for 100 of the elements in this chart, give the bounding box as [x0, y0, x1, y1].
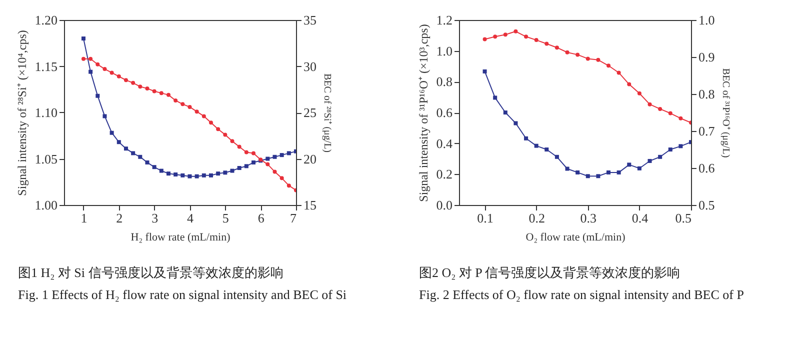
point — [131, 151, 136, 156]
point — [280, 176, 284, 180]
point — [565, 50, 570, 54]
point — [534, 144, 538, 148]
point — [286, 184, 291, 188]
y2-tick-label: 20 — [304, 151, 316, 166]
y-tick-label: 0.8 — [436, 74, 452, 90]
point — [637, 166, 642, 170]
y-tick-label: 1.20 — [34, 12, 58, 28]
point — [116, 140, 121, 144]
point — [616, 170, 621, 174]
point — [208, 173, 213, 178]
point — [544, 42, 549, 46]
point — [96, 62, 100, 66]
point — [223, 132, 228, 137]
caption: 图1 H₂ 对 Si 信号强度以及背景等效浓度的影响 — [18, 264, 284, 282]
point — [124, 146, 128, 151]
x-tick-label: 3 — [152, 210, 158, 226]
point — [102, 67, 107, 72]
point — [678, 116, 683, 120]
x-tick-label: 2 — [116, 210, 123, 226]
point — [482, 69, 487, 74]
point — [482, 37, 487, 42]
point — [188, 104, 192, 109]
point — [188, 174, 192, 178]
point — [668, 148, 672, 152]
point — [81, 36, 86, 40]
point — [668, 111, 672, 116]
point — [202, 114, 206, 118]
point — [648, 158, 652, 163]
y-tick-label: 1.05 — [34, 151, 58, 166]
point — [145, 160, 150, 164]
y-tick-label: 0.6 — [436, 105, 453, 120]
y2-tick-label: 25 — [304, 105, 316, 120]
point — [266, 162, 270, 166]
point — [230, 139, 234, 144]
y-axis-title: Signal intensity of ²⁸Si⁺ (×10⁴,cps) — [14, 30, 29, 196]
point — [110, 130, 114, 135]
point — [96, 94, 100, 98]
point — [514, 29, 518, 34]
point — [606, 170, 611, 174]
point — [194, 110, 199, 114]
y-tick-label: 1.2 — [436, 12, 452, 28]
y2-tick-label: 0.8 — [698, 86, 715, 102]
point — [152, 89, 156, 94]
point — [534, 38, 538, 42]
caption: 图2 O₂ 对 P 信号强度以及背景等效浓度的影响 — [419, 264, 682, 282]
y2-axis-title: BEC of ²⁸Si⁺ (μg/L) — [322, 73, 332, 153]
y2-tick-label: 1.0 — [698, 12, 715, 28]
y2-tick-label: 0.9 — [698, 50, 715, 64]
point — [272, 154, 277, 159]
point — [565, 166, 570, 171]
point — [251, 151, 256, 156]
x-tick-label: 5 — [222, 210, 229, 226]
x-tick-label: 1 — [80, 210, 88, 226]
point — [678, 144, 683, 148]
point — [266, 156, 270, 161]
point — [88, 70, 93, 74]
x-axis-title: O₂ flow rate (mL/min) — [526, 232, 626, 244]
x-tick-label: 7 — [290, 210, 297, 226]
y2-tick-label: 0.5 — [698, 198, 715, 212]
point — [514, 121, 518, 126]
y2-tick-label: 0.7 — [698, 124, 716, 138]
point — [223, 170, 228, 175]
point — [554, 46, 559, 50]
y2-tick-label: 30 — [304, 58, 316, 74]
y2-tick-label: 0.6 — [698, 160, 716, 176]
y-tick-label: 1.00 — [34, 198, 58, 212]
point — [627, 82, 632, 86]
point — [244, 164, 248, 168]
y-tick-label: 1.0 — [436, 43, 452, 58]
point — [637, 91, 642, 96]
point — [658, 106, 662, 111]
caption: Fig. 1 Effects of H₂ flow rate on signal intensity and BEC of Si — [18, 286, 348, 304]
point — [237, 144, 242, 149]
point — [648, 102, 652, 106]
y2-tick-label: 15 — [304, 198, 316, 212]
x-tick-label: 0.2 — [528, 210, 545, 226]
point — [596, 58, 600, 62]
point — [174, 98, 178, 102]
x-axis-title: H₂ flow rate (mL/min) — [130, 232, 231, 244]
point — [244, 150, 248, 154]
point — [88, 56, 93, 61]
point — [159, 91, 164, 96]
y2-axis-title: BEC of ³¹P¹⁶O⁺ (μg/L) — [720, 68, 731, 158]
point — [81, 56, 86, 61]
point — [272, 170, 277, 174]
point — [544, 148, 549, 152]
y2-tick-label: 35 — [304, 12, 316, 28]
point — [280, 153, 284, 158]
point — [493, 96, 498, 100]
y-tick-label: 1.15 — [34, 58, 58, 74]
point — [251, 160, 256, 164]
point — [216, 127, 220, 132]
point — [208, 120, 213, 125]
point — [524, 136, 528, 140]
point — [116, 74, 121, 78]
y-tick-label: 1.10 — [34, 105, 58, 120]
point — [493, 34, 498, 39]
point — [131, 80, 136, 85]
